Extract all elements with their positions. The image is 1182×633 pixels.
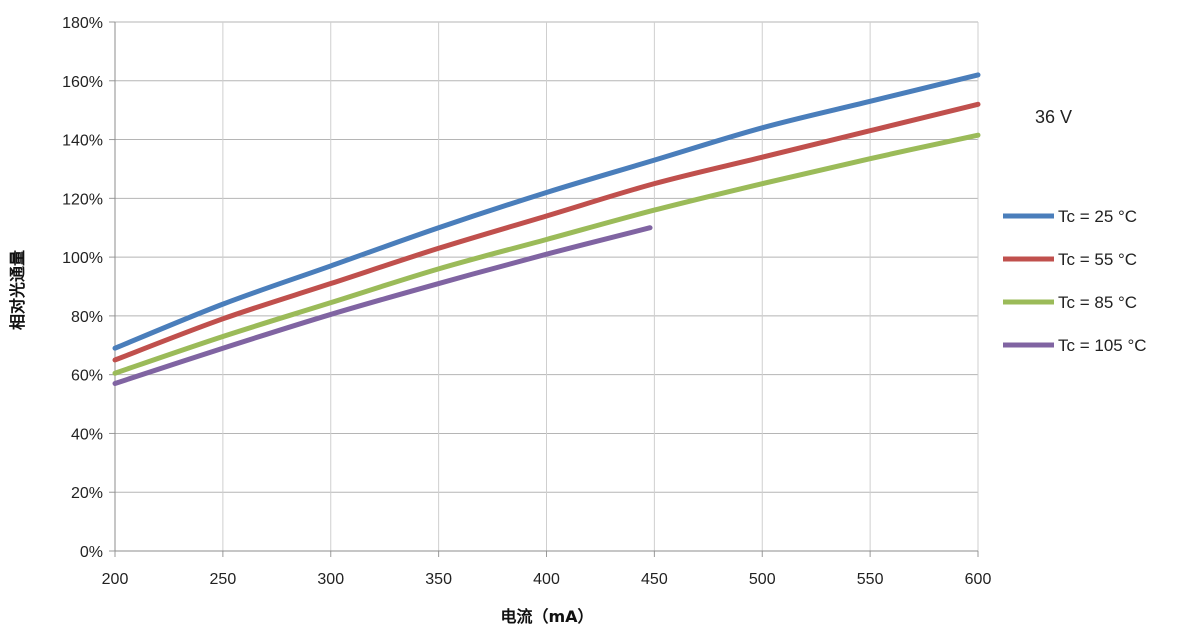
x-tick-label: 450 — [641, 571, 668, 588]
y-tick-label: 160% — [62, 74, 103, 91]
y-tick-label: 60% — [71, 368, 103, 385]
legend-label: Tc = 25 °C — [1058, 207, 1137, 226]
x-tick-label: 250 — [210, 571, 237, 588]
y-tick-label: 100% — [62, 250, 103, 267]
y-axis-ticks: 0% 20% 40% 60% 80% 100% 120% 140% 160% 180% — [62, 15, 103, 561]
x-tick-label: 200 — [102, 571, 129, 588]
legend-label: Tc = 85 °C — [1058, 293, 1137, 312]
x-tick-label: 350 — [425, 571, 452, 588]
y-tick-label: 80% — [71, 309, 103, 326]
series-line-tc-85 — [112, 132, 981, 376]
y-axis-label: 相对光通量 — [8, 250, 27, 330]
legend: Tc = 25 °C Tc = 55 °C Tc = 85 °C Tc = 105 °… — [1003, 207, 1147, 355]
legend-label: Tc = 105 °C — [1058, 336, 1147, 355]
legend-item-tc-25: Tc = 25 °C — [1003, 207, 1137, 226]
x-axis-ticks: 200 250 300 350 400 450 500 550 600 — [102, 571, 992, 588]
legend-item-tc-105: Tc = 105 °C — [1003, 336, 1147, 355]
y-tick-label: 40% — [71, 426, 103, 443]
series-line-tc-25 — [112, 72, 981, 351]
y-tick-label: 120% — [62, 191, 103, 208]
y-tick-label: 0% — [80, 544, 103, 561]
y-tick-label: 140% — [62, 133, 103, 150]
y-tick-label: 20% — [71, 485, 103, 502]
x-tick-label: 550 — [857, 571, 884, 588]
gridlines — [109, 21, 979, 557]
series-lines — [112, 72, 981, 386]
legend-label: Tc = 55 °C — [1058, 250, 1137, 269]
x-tick-label: 400 — [533, 571, 560, 588]
y-tick-label: 180% — [62, 15, 103, 32]
legend-item-tc-85: Tc = 85 °C — [1003, 293, 1137, 312]
legend-item-tc-55: Tc = 55 °C — [1003, 250, 1137, 269]
series-line-tc-105 — [112, 225, 653, 386]
x-tick-label: 500 — [749, 571, 776, 588]
x-axis-label: 电流（mA） — [500, 607, 593, 626]
x-tick-label: 600 — [965, 571, 992, 588]
x-tick-label: 300 — [317, 571, 344, 588]
voltage-annotation: 36 V — [1035, 107, 1072, 127]
series-line-tc-55 — [112, 101, 981, 363]
